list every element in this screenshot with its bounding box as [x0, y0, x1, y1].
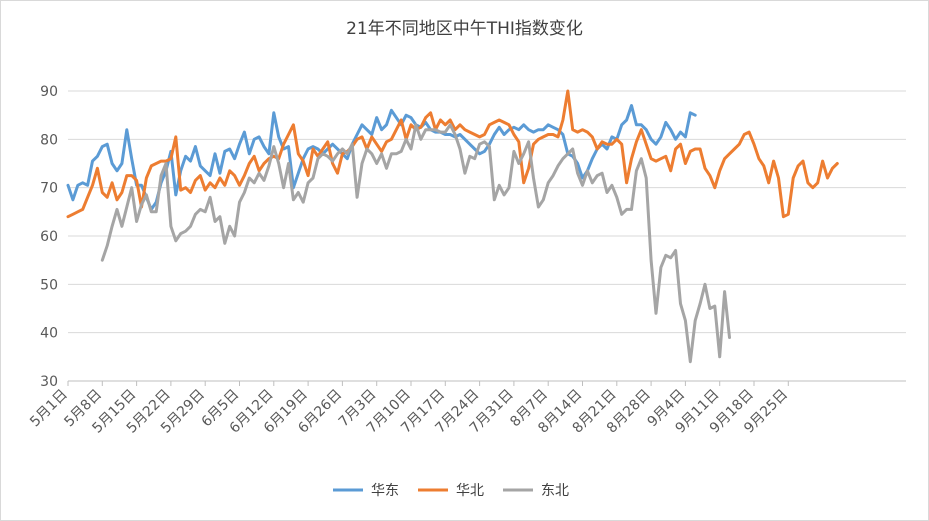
legend-label: 华东: [371, 483, 399, 499]
chart-title: 21年不同地区中午THI指数变化: [346, 19, 583, 39]
legend-label: 东北: [541, 483, 569, 499]
x-axis: 5月1日5月8日5月15日5月22日5月29日6月5日6月12日6月19日6月2…: [27, 381, 791, 437]
series-line-1: [66, 104, 697, 211]
y-tick-label: 30: [40, 374, 58, 390]
y-tick-label: 80: [40, 132, 58, 148]
legend: 华东 华北 东北: [333, 483, 569, 499]
x-tick-label: 5月1日: [27, 387, 71, 431]
series-line-2: [66, 89, 839, 219]
y-tick-label: 60: [40, 229, 58, 245]
legend-label: 华北: [456, 483, 484, 499]
y-tick-label: 70: [40, 181, 58, 197]
y-axis: 30 40 50 60 70 80 90: [40, 84, 58, 390]
y-tick-label: 50: [40, 277, 58, 293]
series-lines: [66, 89, 839, 364]
y-tick-label: 40: [40, 326, 58, 342]
gridlines: [68, 90, 906, 382]
series-line-3: [100, 123, 731, 364]
y-tick-label: 90: [40, 84, 58, 100]
